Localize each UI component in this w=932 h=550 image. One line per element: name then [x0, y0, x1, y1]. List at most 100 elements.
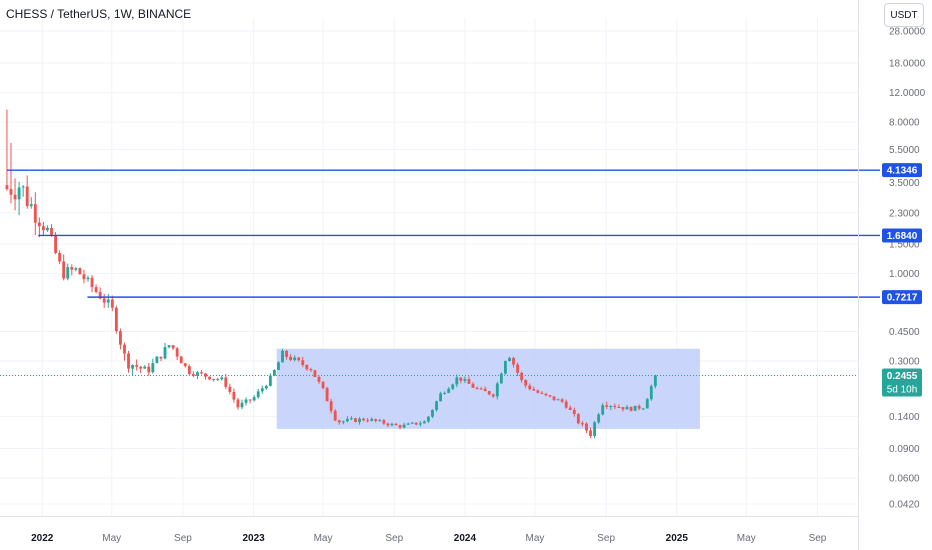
candle-body	[50, 227, 53, 235]
candle-body	[54, 234, 57, 253]
candle-body	[25, 186, 29, 207]
y-tick-label: 12.0000	[889, 88, 926, 99]
candle-body	[491, 394, 495, 397]
level-price-label: 1.6840	[887, 231, 918, 242]
candle-body	[386, 423, 390, 426]
y-tick-label: 0.1400	[889, 412, 920, 423]
candle-body	[645, 399, 649, 409]
candle-body	[617, 406, 621, 408]
candle-body	[345, 418, 349, 422]
candle-body	[508, 357, 511, 362]
candle-body	[560, 399, 564, 402]
candle-body	[451, 384, 455, 389]
x-tick-label: Sep	[385, 533, 403, 544]
candle-body	[167, 345, 171, 348]
candle-body	[220, 377, 224, 380]
candle-body	[354, 418, 357, 423]
candle-body	[260, 388, 264, 392]
candle-body	[135, 365, 139, 367]
x-tick-label: May	[102, 533, 121, 544]
symbol-title[interactable]: CHESS / TetherUS, 1W, BINANCE	[6, 7, 192, 21]
candle-body	[155, 356, 159, 364]
x-tick-label: May	[525, 533, 544, 544]
candle-body	[268, 375, 272, 386]
candle-body	[516, 364, 519, 373]
x-tick-label: 2025	[666, 533, 689, 544]
candle-body	[337, 420, 341, 423]
candle-body	[143, 366, 147, 369]
candle-body	[524, 380, 528, 386]
candle-body	[589, 430, 592, 436]
candle-body	[42, 226, 45, 231]
candle-body	[572, 409, 576, 415]
candle-body	[264, 385, 268, 389]
candle-body	[609, 406, 613, 408]
candle-body	[414, 422, 418, 425]
currency-button[interactable]: USDT	[884, 3, 924, 27]
candle-body	[131, 365, 134, 369]
candle-body	[649, 386, 653, 400]
range-zone-rect	[276, 348, 700, 429]
candle-body	[175, 348, 179, 357]
candle-body	[422, 421, 426, 424]
y-tick-label: 1.5000	[889, 239, 920, 250]
candle-body	[212, 379, 216, 381]
candle-body	[447, 388, 451, 393]
candle-body	[321, 381, 325, 389]
candle-body	[236, 399, 240, 408]
candle-body	[151, 363, 155, 373]
candle-body	[564, 401, 568, 408]
candle-body	[370, 419, 374, 421]
candle-body	[333, 410, 337, 421]
candle-body	[305, 364, 309, 370]
candle-body	[653, 375, 657, 387]
candle-body	[200, 372, 203, 374]
candle-body	[86, 277, 90, 280]
candle-body	[427, 416, 430, 422]
candle-body	[536, 390, 540, 393]
candle-body	[593, 422, 596, 436]
candle-body	[439, 393, 442, 402]
level-price-badge	[882, 163, 922, 178]
candle-body	[208, 376, 211, 380]
candle-body	[629, 406, 633, 411]
candle-body	[362, 418, 365, 421]
candle-body	[159, 356, 163, 359]
candle-body	[196, 372, 199, 376]
candle-body	[5, 185, 9, 190]
candle-body	[163, 347, 167, 359]
candle-body	[641, 408, 645, 410]
candle-body	[277, 362, 280, 370]
price-badges-layer: 4.1346 1.6840 0.7217 0.2455 5d 10h	[882, 163, 922, 397]
candle-body	[459, 377, 463, 381]
candle-body	[74, 268, 78, 270]
candle-body	[455, 377, 459, 385]
x-tick-label: Sep	[174, 533, 192, 544]
candle-body	[29, 204, 33, 207]
candle-body	[358, 418, 361, 423]
candle-body	[325, 388, 329, 402]
candle-body	[244, 399, 248, 403]
candle-body	[625, 406, 629, 410]
candle-body	[21, 186, 25, 188]
x-tick-label: 2023	[242, 533, 265, 544]
candle-body	[520, 372, 524, 381]
y-tick-label: 0.0420	[889, 500, 920, 511]
candle-body	[289, 356, 293, 361]
range-zone-layer	[276, 348, 700, 429]
candle-body	[191, 374, 195, 376]
y-tick-label: 8.0000	[889, 118, 920, 129]
candle-body	[252, 397, 256, 401]
candle-body	[350, 418, 353, 420]
candle-body	[98, 291, 102, 299]
candle-body	[382, 420, 386, 424]
candle-body	[418, 423, 422, 425]
level-price-label: 0.7217	[887, 293, 918, 304]
candle-body	[46, 227, 49, 231]
level-price-label: 4.1346	[887, 166, 918, 177]
candle-body	[216, 379, 220, 381]
countdown-label: 5d 10h	[887, 385, 918, 396]
candles-layer	[5, 109, 657, 439]
